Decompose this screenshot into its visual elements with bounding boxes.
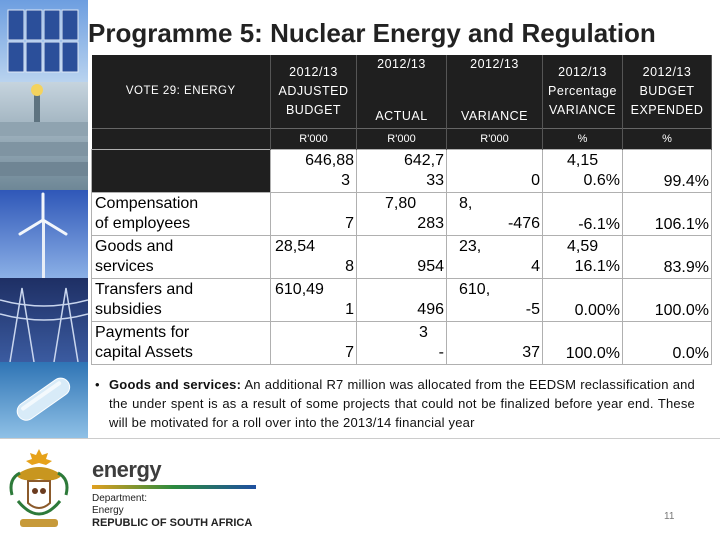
- table-row-total: 646,88 3 642,7 33 0 4,15 0.6% 99.4%: [91, 149, 712, 193]
- note-text: An additional R7 million was allocated f…: [109, 377, 695, 430]
- brand-wordmark: energy: [92, 457, 162, 482]
- cell-percentage-variance: -6.1%: [542, 192, 623, 236]
- cell-variance: 23, 4: [446, 235, 543, 279]
- header-budget-expended: 2012/13 BUDGET EXPENDED: [622, 55, 712, 129]
- cell-adjusted-budget: 646,88 3: [270, 149, 357, 193]
- cell-variance: 8, -476: [446, 192, 543, 236]
- cell-percentage-variance: 0.00%: [542, 278, 623, 322]
- wind-turbine-image: [0, 190, 88, 278]
- row-label: Compensation of employees: [91, 192, 271, 236]
- header-actual: 2012/13 ACTUAL: [356, 55, 447, 129]
- power-lines-image: [0, 278, 88, 363]
- header-percentage-variance: 2012/13 Percentage VARIANCE: [542, 55, 623, 129]
- cell-budget-expended: 83.9%: [622, 235, 712, 279]
- header-variance: 2012/13 VARIANCE: [446, 55, 543, 129]
- cell-adjusted-budget: 7: [270, 321, 357, 365]
- note-paragraph: • Goods and services: An additional R7 m…: [95, 375, 695, 432]
- page-number: 11: [664, 511, 675, 522]
- cell-actual: 7,80 283: [356, 192, 447, 236]
- cell-budget-expended: 100.0%: [622, 278, 712, 322]
- unit-label: %: [542, 128, 623, 150]
- cell-percentage-variance: 4,59 16.1%: [542, 235, 623, 279]
- bullet-icon: •: [95, 377, 100, 392]
- cell-percentage-variance: 4,15 0.6%: [542, 149, 623, 193]
- row-label: Transfers and subsidies: [91, 278, 271, 322]
- cell-variance: 37: [446, 321, 543, 365]
- department-block: Department: Energy REPUBLIC OF SOUTH AFR…: [92, 493, 252, 529]
- cell-budget-expended: 106.1%: [622, 192, 712, 236]
- row-label: Payments for capital Assets: [91, 321, 271, 365]
- header-adjusted-budget: 2012/13 ADJUSTED BUDGET: [270, 55, 357, 129]
- left-photo-strip: [0, 0, 88, 438]
- coat-of-arms-icon: [6, 445, 72, 540]
- row-label-blank: [91, 149, 271, 193]
- unit-label: R'000: [356, 128, 447, 150]
- cell-adjusted-budget: 7: [270, 192, 357, 236]
- cell-budget-expended: 99.4%: [622, 149, 712, 193]
- table-row: Goods and services 28,54 8 954 23, 4 4,59 16…: [91, 235, 712, 279]
- cell-variance: 610, -5: [446, 278, 543, 322]
- unit-label: %: [622, 128, 712, 150]
- dept-line: Energy: [92, 505, 124, 516]
- unit-blank: [91, 128, 271, 150]
- note-lead: Goods and services:: [109, 377, 242, 392]
- brand-color-bar: [92, 485, 256, 489]
- table-row: Payments for capital Assets 7 3- 37 100.0…: [91, 321, 712, 365]
- dept-line: Department:: [92, 493, 148, 504]
- cell-variance: 0: [446, 149, 543, 193]
- vote-label: VOTE 29: ENERGY: [91, 55, 271, 129]
- table-row: Compensation of employees 7 7,80 283 8, -47…: [91, 192, 712, 236]
- cell-actual: 496: [356, 278, 447, 322]
- cell-adjusted-budget: 610,49 1: [270, 278, 357, 322]
- solar-panel-image: [0, 0, 88, 82]
- unit-label: R'000: [270, 128, 357, 150]
- row-label: Goods and services: [91, 235, 271, 279]
- fuel-rod-image: [0, 362, 88, 438]
- pipeline-image: [0, 82, 88, 190]
- cell-percentage-variance: 100.0%: [542, 321, 623, 365]
- cell-adjusted-budget: 28,54 8: [270, 235, 357, 279]
- cell-actual: 642,7 33: [356, 149, 447, 193]
- unit-label: R'000: [446, 128, 543, 150]
- country-line: REPUBLIC OF SOUTH AFRICA: [92, 517, 253, 529]
- table-row: Transfers and subsidies 610,49 1 496 610, -…: [91, 278, 712, 322]
- footer: energy Department: Energy REPUBLIC OF SO…: [0, 438, 720, 541]
- page-title: Programme 5: Nuclear Energy and Regulati…: [88, 18, 656, 48]
- cell-budget-expended: 0.0%: [622, 321, 712, 365]
- budget-table: VOTE 29: ENERGY 2012/13 ADJUSTED BUDGET 20…: [91, 55, 712, 365]
- cell-actual: 954: [356, 235, 447, 279]
- cell-actual: 3-: [356, 321, 447, 365]
